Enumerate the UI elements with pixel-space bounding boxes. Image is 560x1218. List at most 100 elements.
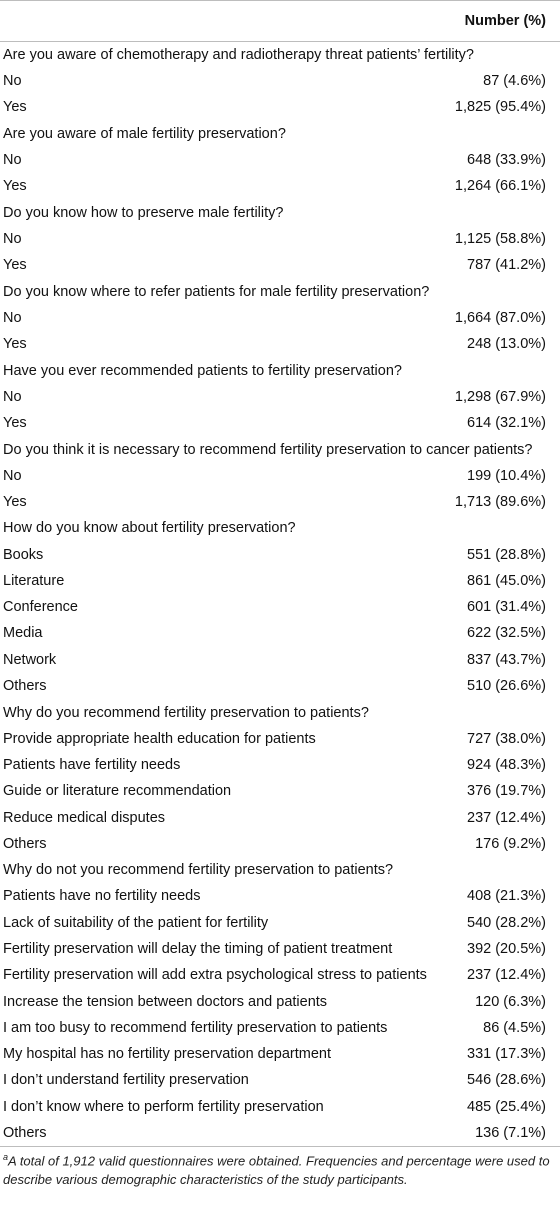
question-row: Are you aware of chemotherapy and radiot… (3, 47, 474, 64)
answer-value: 248 (13.0%) (467, 336, 546, 353)
answer-value: 540 (28.2%) (467, 914, 546, 931)
answer-value: 176 (9.2%) (475, 835, 546, 852)
header-rule (0, 41, 560, 42)
answer-value: 622 (32.5%) (467, 625, 546, 642)
answer-value: 1,298 (67.9%) (454, 388, 546, 405)
answer-row: Yes 248 (13.0%) (0, 331, 560, 357)
answer-row: Yes 1,264 (66.1%) (0, 173, 560, 199)
answer-value: 237 (12.4%) (467, 809, 546, 826)
answer-value: 837 (43.7%) (467, 651, 546, 668)
answer-value: 1,125 (58.8%) (454, 230, 546, 247)
answer-label: Yes (3, 257, 27, 274)
answer-row: No 1,298 (67.9%) (0, 384, 560, 410)
answer-row: Network 837 (43.7%) (0, 647, 560, 673)
answer-label: Books (3, 546, 44, 563)
answer-row: I am too busy to recommend fertility pre… (0, 1015, 560, 1041)
table-body: Are you aware of chemotherapy and radiot… (0, 42, 560, 1146)
answer-row: Yes 1,825 (95.4%) (0, 95, 560, 121)
answer-value: 861 (45.0%) (467, 572, 546, 589)
answer-label: Reduce medical disputes (3, 809, 166, 826)
question-row: Do you know where to refer patients for … (3, 283, 430, 300)
answer-row: Yes 787 (41.2%) (0, 252, 560, 278)
answer-value: 331 (17.3%) (467, 1046, 546, 1063)
answer-label: Patients have fertility needs (3, 756, 181, 773)
answer-label: No (3, 467, 22, 484)
answer-value: 392 (20.5%) (467, 940, 546, 957)
answer-label: No (3, 73, 22, 90)
question-row: Have you ever recommended patients to fe… (3, 362, 402, 379)
answer-label: Yes (3, 336, 27, 353)
question-row: Why do you recommend fertility preservat… (3, 704, 369, 721)
answer-row: Provide appropriate health education for… (0, 726, 560, 752)
answer-row: Patients have fertility needs 924 (48.3%) (0, 752, 560, 778)
answer-label: I don’t understand fertility preservatio… (3, 1072, 249, 1089)
answer-value: 1,713 (89.6%) (454, 493, 546, 510)
answer-row: Others 176 (9.2%) (0, 831, 560, 857)
answer-value: 1,664 (87.0%) (454, 309, 546, 326)
answer-label: My hospital has no fertility preservatio… (3, 1046, 332, 1063)
answer-label: No (3, 388, 22, 405)
answer-row: Literature 861 (45.0%) (0, 568, 560, 594)
question-row: Why do not you recommend fertility prese… (3, 862, 394, 879)
table-header: Number (%) (0, 1, 560, 41)
answer-value: 485 (25.4%) (467, 1098, 546, 1115)
answer-row: No 1,664 (87.0%) (0, 305, 560, 331)
answer-value: 601 (31.4%) (467, 599, 546, 616)
answer-label: No (3, 309, 22, 326)
answer-row: Conference 601 (31.4%) (0, 594, 560, 620)
answer-label: Yes (3, 99, 27, 116)
answer-row: Others 510 (26.6%) (0, 673, 560, 699)
answer-row: Increase the tension between doctors and… (0, 989, 560, 1015)
answer-label: Others (3, 835, 47, 852)
footnote-marker: a (3, 1152, 9, 1163)
question-row: Do you know how to preserve male fertili… (3, 204, 284, 221)
table-footnote: aA total of 1,912 valid questionnaires w… (0, 1151, 560, 1189)
number-column-header: Number (%) (464, 13, 546, 29)
answer-value: 86 (4.5%) (483, 1019, 546, 1036)
answer-value: 510 (26.6%) (467, 678, 546, 695)
answer-label: Network (3, 651, 57, 668)
answer-row: Media 622 (32.5%) (0, 621, 560, 647)
bottom-rule (0, 1146, 560, 1148)
answer-row: No 199 (10.4%) (0, 463, 560, 489)
answer-value: 376 (19.7%) (467, 783, 546, 800)
answer-label: Guide or literature recommendation (3, 783, 232, 800)
answer-row: No 648 (33.9%) (0, 147, 560, 173)
answer-row: I don’t know where to perform fertility … (0, 1094, 560, 1120)
answer-value: 546 (28.6%) (467, 1072, 546, 1089)
answer-label: Yes (3, 415, 27, 432)
answer-value: 237 (12.4%) (467, 967, 546, 984)
answer-row: Fertility preservation will delay the ti… (0, 936, 560, 962)
answer-value: 648 (33.9%) (467, 152, 546, 169)
answer-label: I don’t know where to perform fertility … (3, 1098, 324, 1115)
answer-label: No (3, 230, 22, 247)
answer-row: Yes 614 (32.1%) (0, 410, 560, 436)
answer-value: 551 (28.8%) (467, 546, 546, 563)
answer-label: Increase the tension between doctors and… (3, 993, 328, 1010)
answer-label: I am too busy to recommend fertility pre… (3, 1019, 388, 1036)
answer-label: Media (3, 625, 43, 642)
question-row: How do you know about fertility preserva… (3, 520, 296, 537)
answer-row: Fertility preservation will add extra ps… (0, 962, 560, 988)
answer-value: 727 (38.0%) (467, 730, 546, 747)
answer-label: Others (3, 678, 47, 695)
answer-row: No 1,125 (58.8%) (0, 226, 560, 252)
answer-value: 136 (7.1%) (475, 1125, 546, 1142)
answer-value: 87 (4.6%) (483, 73, 546, 90)
answer-row: I don’t understand fertility preservatio… (0, 1068, 560, 1094)
answer-value: 614 (32.1%) (467, 415, 546, 432)
answer-value: 199 (10.4%) (467, 467, 546, 484)
top-rule (0, 0, 560, 1)
answer-value: 120 (6.3%) (475, 993, 546, 1010)
answer-row: No 87 (4.6%) (0, 68, 560, 94)
answer-row: Reduce medical disputes 237 (12.4%) (0, 805, 560, 831)
answer-row: Others 136 (7.1%) (0, 1120, 560, 1146)
answer-label: Fertility preservation will add extra ps… (3, 967, 427, 984)
answer-row: My hospital has no fertility preservatio… (0, 1041, 560, 1067)
answer-label: Patients have no fertility needs (3, 888, 201, 905)
survey-table: Number (%) Are you aware of chemotherapy… (0, 0, 560, 1148)
question-row: Do you think it is necessary to recommen… (3, 441, 533, 458)
answer-label: Lack of suitability of the patient for f… (3, 914, 269, 931)
answer-value: 1,264 (66.1%) (454, 178, 546, 195)
answer-label: Literature (3, 572, 65, 589)
